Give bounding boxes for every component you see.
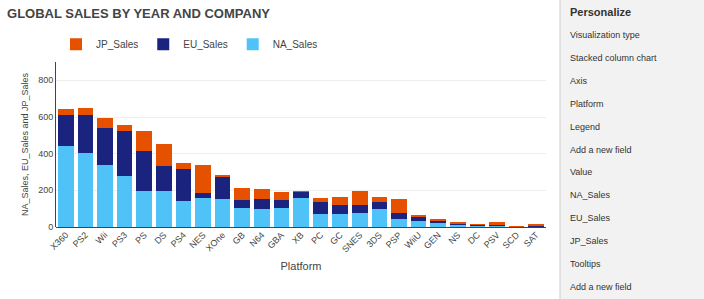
svg-text:Add a new field: Add a new field (570, 282, 632, 292)
svg-text:200: 200 (38, 185, 53, 195)
svg-text:Wii: Wii (94, 230, 110, 246)
svg-text:EU_Sales: EU_Sales (183, 39, 227, 50)
svg-text:Stacked column chart: Stacked column chart (570, 53, 657, 63)
svg-text:Tooltips: Tooltips (570, 259, 601, 269)
svg-text:Visualization type: Visualization type (570, 30, 640, 40)
svg-text:X360: X360 (48, 230, 70, 252)
svg-text:Personalize: Personalize (570, 6, 631, 18)
svg-text:PS3: PS3 (110, 230, 129, 249)
svg-text:DS: DS (152, 230, 168, 246)
svg-text:Legend: Legend (570, 122, 600, 132)
svg-text:N64: N64 (248, 230, 267, 249)
svg-text:WiiU: WiiU (403, 230, 424, 251)
svg-text:GBA: GBA (265, 230, 286, 251)
svg-text:Add a new field: Add a new field (570, 145, 632, 155)
svg-text:PS2: PS2 (71, 230, 90, 249)
svg-text:600: 600 (38, 112, 53, 122)
svg-text:XOne: XOne (204, 230, 227, 253)
svg-text:Platform: Platform (281, 260, 322, 272)
svg-text:NES: NES (187, 230, 207, 250)
svg-text:JP_Sales: JP_Sales (570, 236, 609, 246)
svg-text:GC: GC (328, 230, 345, 247)
svg-text:SNES: SNES (340, 230, 364, 254)
svg-text:SCD: SCD (501, 230, 522, 251)
svg-text:Value: Value (570, 167, 592, 177)
svg-text:400: 400 (38, 149, 53, 159)
svg-text:DC: DC (466, 230, 483, 247)
svg-text:SAT: SAT (522, 230, 541, 249)
svg-text:GLOBAL SALES BY YEAR AND COMPA: GLOBAL SALES BY YEAR AND COMPANY (7, 6, 270, 21)
svg-text:GEN: GEN (422, 230, 443, 251)
svg-text:3DS: 3DS (365, 230, 384, 249)
svg-text:JP_Sales: JP_Sales (96, 39, 138, 50)
svg-text:Platform: Platform (570, 99, 604, 109)
svg-text:PC: PC (309, 230, 325, 246)
svg-text:Axis: Axis (570, 76, 588, 86)
svg-text:NA_Sales: NA_Sales (273, 39, 317, 50)
svg-text:NA_Sales: NA_Sales (570, 190, 611, 200)
svg-text:0: 0 (48, 222, 53, 232)
svg-text:PS: PS (133, 230, 149, 246)
svg-text:PSV: PSV (482, 230, 502, 250)
svg-text:XB: XB (290, 230, 306, 246)
svg-text:PS4: PS4 (169, 230, 188, 249)
svg-text:800: 800 (38, 75, 53, 85)
svg-text:PSP: PSP (384, 230, 404, 250)
svg-text:EU_Sales: EU_Sales (570, 213, 611, 223)
svg-text:GB: GB (231, 230, 247, 246)
svg-text:NA_Sales, EU_Sales and JP_Sale: NA_Sales, EU_Sales and JP_Sales (20, 72, 30, 216)
svg-text:NS: NS (446, 230, 462, 246)
